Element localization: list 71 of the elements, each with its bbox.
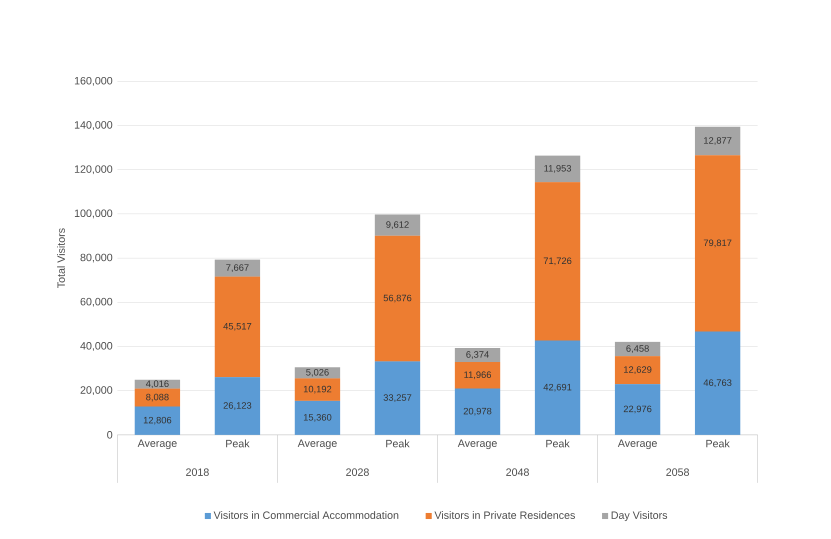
data-label: 15,360: [304, 414, 332, 422]
y-tick-label: 0: [107, 431, 112, 439]
x-tick-label: Peak: [226, 440, 250, 448]
bar: [454, 348, 500, 362]
bar: [694, 332, 740, 435]
data-label: 7,667: [226, 264, 249, 272]
bar: [694, 155, 740, 332]
data-label: 45,517: [223, 323, 252, 331]
bar: [454, 362, 500, 389]
text: 2018: [186, 468, 209, 476]
y-tick-label: 120,000: [74, 165, 112, 174]
bar: [374, 361, 420, 435]
bar: [294, 378, 340, 401]
y-tick-label: 80,000: [80, 254, 112, 263]
bar: [214, 377, 260, 435]
data-label: 10,192: [304, 386, 332, 394]
x-tick-label: Peak: [706, 440, 730, 448]
data-label: 5,026: [306, 369, 329, 377]
bar: [134, 388, 180, 407]
text: 2048: [506, 468, 529, 476]
x-tick-label: Average: [298, 440, 337, 450]
legend-label: Day Visitors: [612, 511, 668, 522]
data-label: 9,612: [386, 221, 409, 230]
data-label: 8,088: [146, 394, 169, 402]
bar: [214, 276, 260, 378]
y-tick-label: 100,000: [74, 210, 112, 218]
y-tick-label: 60,000: [80, 298, 112, 307]
data-label: 46,763: [704, 379, 732, 388]
legend-label: Visitors in Commercial Accommodation: [214, 511, 398, 520]
data-label: 22,976: [624, 406, 652, 414]
bar: [534, 340, 580, 435]
data-label: 33,257: [384, 394, 412, 402]
data-label: 4,016: [146, 380, 169, 388]
bar: [374, 214, 420, 236]
data-label: 79,817: [704, 240, 732, 248]
y-axis-title: Total Visitors: [57, 228, 65, 288]
x-tick-label: Average: [458, 440, 497, 450]
bar: [534, 156, 580, 182]
bar: [694, 126, 740, 156]
bar: [374, 236, 420, 362]
data-label: 11,953: [544, 165, 572, 173]
bar: [614, 384, 660, 435]
x-tick-label: Average: [138, 440, 177, 450]
bar: [614, 342, 660, 356]
x-tick-label: Average: [618, 440, 657, 450]
data-label: 20,978: [464, 408, 492, 416]
data-label: 12,877: [704, 137, 732, 145]
bar: [214, 260, 260, 277]
data-label: 42,691: [543, 384, 572, 392]
bar: [534, 182, 580, 341]
text: 2028: [346, 468, 369, 476]
data-label: 56,876: [384, 294, 412, 302]
data-label: 12,629: [624, 366, 652, 374]
bar: [454, 388, 500, 435]
data-label: 6,458: [626, 345, 649, 353]
y-tick-label: 40,000: [80, 342, 112, 351]
data-label: 6,374: [466, 351, 489, 359]
data-label: 71,726: [544, 258, 572, 266]
x-tick-label: Peak: [386, 440, 410, 448]
data-label: 11,966: [464, 371, 492, 380]
y-tick-label: 140,000: [74, 121, 112, 130]
data-label: 26,123: [224, 402, 252, 410]
x-tick-label: Peak: [546, 440, 570, 448]
text: 2058: [666, 468, 689, 476]
legend-label: Visitors in Private Residences: [434, 511, 575, 520]
bar: [614, 356, 660, 384]
y-tick-label: 160,000: [74, 77, 112, 86]
data-label: 12,806: [144, 416, 172, 425]
bar: [134, 406, 180, 435]
bar: [294, 400, 340, 435]
y-tick-label: 20,000: [80, 386, 112, 396]
